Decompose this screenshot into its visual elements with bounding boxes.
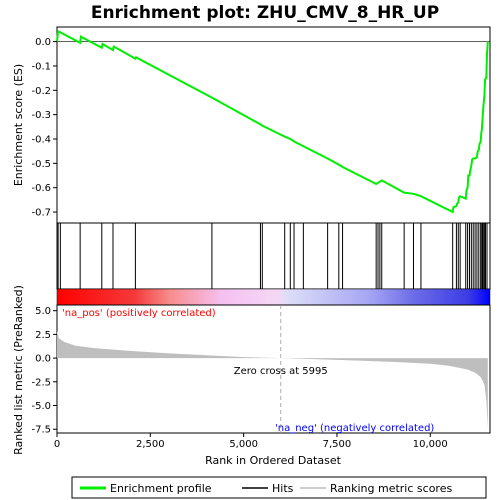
- x-tick-label: 5,000: [229, 439, 258, 450]
- legend-hits-label: Hits: [272, 482, 294, 495]
- legend-frame: [71, 476, 487, 499]
- enrichment-profile-line: [56, 29, 489, 214]
- x-axis-label: Rank in Ordered Dataset: [205, 454, 342, 467]
- es-y-tick-label: -0.5: [31, 159, 51, 170]
- legend: Enrichment profile Hits Ranking metric s…: [71, 476, 487, 499]
- x-tick-label: 0: [54, 439, 60, 450]
- hits-panel: [56, 222, 491, 290]
- metric-y-axis-label: Ranked list metric (PreRanked): [12, 285, 25, 455]
- x-tick-label: 2,500: [136, 439, 165, 450]
- metric-y-tick-label: -5.0: [31, 401, 51, 412]
- es-y-axis-label: Enrichment score (ES): [12, 64, 25, 186]
- ranking-metric-area: [57, 330, 488, 429]
- metric-y-tick-label: 0.0: [35, 354, 51, 365]
- metric-y-tick-label: -7.5: [31, 425, 51, 436]
- es-y-tick-label: -0.3: [31, 110, 51, 121]
- es-y-tick-label: -0.1: [31, 61, 51, 72]
- legend-metric-label: Ranking metric scores: [330, 482, 452, 495]
- es-y-tick-label: 0.0: [35, 37, 51, 48]
- metric-panel-frame: [56, 304, 491, 434]
- x-tick-label: 7,500: [323, 439, 352, 450]
- hits-panel-frame: [56, 222, 491, 290]
- es-panel-frame: [56, 26, 491, 224]
- es-y-tick-label: -0.2: [31, 86, 51, 97]
- metric-y-tick-label: -2.5: [31, 377, 51, 388]
- es-panel: 0.0 -0.1 -0.2 -0.3 -0.4 -0.5 -0.6 -0.7: [31, 26, 491, 224]
- es-y-tick-label: -0.6: [31, 183, 51, 194]
- ranking-color-band: [56, 288, 491, 306]
- metric-panel: 5.0 2.5 0.0 -2.5 -5.0 -7.5 'na_pos' (positive…: [31, 304, 491, 436]
- es-y-tick-label: -0.7: [31, 208, 51, 219]
- metric-y-tick-label: 2.5: [35, 330, 51, 341]
- negative-correlation-label: 'na_neg' (negatively correlated): [275, 423, 434, 434]
- es-y-ticks: 0.0 -0.1 -0.2 -0.3 -0.4 -0.5 -0.6 -0.7: [31, 37, 57, 219]
- chart-title: Enrichment plot: ZHU_CMV_8_HR_UP: [91, 3, 439, 23]
- hit-markers: [57, 223, 488, 289]
- es-y-tick-label: -0.4: [31, 135, 51, 146]
- zero-cross-label: Zero cross at 5995: [234, 366, 328, 377]
- metric-y-ticks: 5.0 2.5 0.0 -2.5 -5.0 -7.5: [31, 306, 57, 436]
- x-tick-label: 10,000: [413, 439, 448, 450]
- x-ticks: 0 2,500 5,000 7,500 10,000: [54, 433, 448, 450]
- metric-y-tick-label: 5.0: [35, 306, 51, 317]
- positive-correlation-label: 'na_pos' (positively correlated): [62, 308, 216, 319]
- legend-enrichment-label: Enrichment profile: [110, 482, 212, 495]
